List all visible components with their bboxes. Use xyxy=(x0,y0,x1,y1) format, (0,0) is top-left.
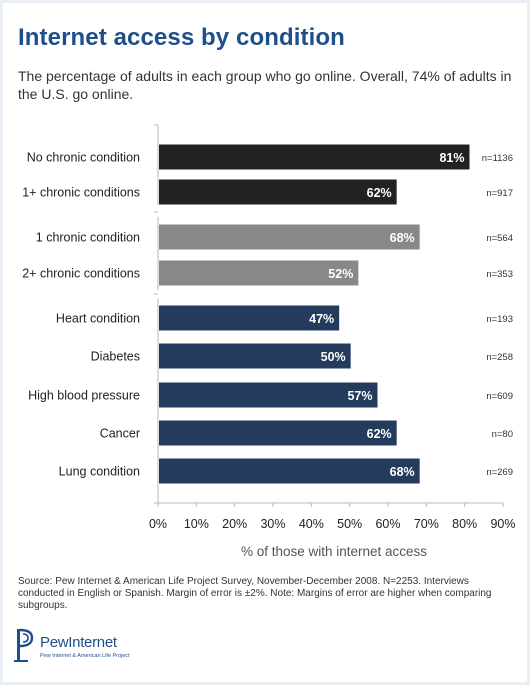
bar xyxy=(159,343,351,369)
bar-value-label: 81% xyxy=(439,151,464,165)
bar-value-label: 68% xyxy=(390,465,415,479)
source-note: Source: Pew Internet & American Life Pro… xyxy=(18,576,492,611)
bar-value-label: 68% xyxy=(390,231,415,245)
logo-tagline: Pew Internet & American Life Project xyxy=(40,653,130,659)
category-label: No chronic condition xyxy=(27,151,140,165)
sample-size-label: n=353 xyxy=(486,269,513,280)
x-axis-label: % of those with internet access xyxy=(241,544,427,559)
x-tick-label: 60% xyxy=(375,517,400,531)
category-label: Cancer xyxy=(100,427,140,441)
sample-size-label: n=564 xyxy=(486,233,513,244)
x-tick-label: 10% xyxy=(184,517,209,531)
bar-value-label: 50% xyxy=(321,350,346,364)
category-label: High blood pressure xyxy=(28,389,140,403)
sample-size-label: n=269 xyxy=(486,467,513,478)
sample-size-label: n=1136 xyxy=(482,153,513,164)
bar-value-label: 47% xyxy=(309,312,334,326)
x-tick-label: 90% xyxy=(490,517,515,531)
chart-subtitle: The percentage of adults in each group w… xyxy=(18,68,512,102)
category-label: Diabetes xyxy=(91,350,140,364)
category-label: 1 chronic condition xyxy=(36,231,140,245)
bar xyxy=(159,382,378,408)
bar xyxy=(159,305,340,331)
bar xyxy=(159,144,470,170)
bar xyxy=(159,224,420,250)
logo-wordmark: PewInternet xyxy=(40,634,117,651)
bar xyxy=(159,458,420,484)
x-tick-label: 30% xyxy=(260,517,285,531)
bar-value-label: 62% xyxy=(367,427,392,441)
chart-title: Internet access by condition xyxy=(18,24,345,51)
bar-value-label: 62% xyxy=(367,186,392,200)
bar xyxy=(159,179,397,205)
x-tick-label: 20% xyxy=(222,517,247,531)
sample-size-label: n=917 xyxy=(486,188,513,199)
x-tick-label: 70% xyxy=(414,517,439,531)
bar-value-label: 57% xyxy=(347,389,372,403)
category-label: 2+ chronic conditions xyxy=(22,267,140,281)
sample-size-label: n=193 xyxy=(486,314,513,325)
bar-value-label: 52% xyxy=(328,267,353,281)
sample-size-label: n=609 xyxy=(486,391,513,402)
bar xyxy=(159,420,397,446)
x-tick-label: 0% xyxy=(149,517,167,531)
sample-size-label: n=258 xyxy=(486,352,513,363)
sample-size-label: n=80 xyxy=(492,429,513,440)
x-tick-label: 80% xyxy=(452,517,477,531)
bar-chart: 0% 10% 20% 30% 40% 50% 60% 70% 80% 90% % of those … xyxy=(22,124,516,559)
pew-internet-logo: PewInternet Pew Internet & American Life… xyxy=(14,627,154,667)
category-label: Heart condition xyxy=(56,312,140,326)
category-label: Lung condition xyxy=(59,465,140,479)
x-tick-label: 50% xyxy=(337,517,362,531)
x-tick-label: 40% xyxy=(299,517,324,531)
category-label: 1+ chronic conditions xyxy=(22,186,140,200)
pew-logo-icon xyxy=(14,628,34,662)
bar xyxy=(159,260,359,286)
